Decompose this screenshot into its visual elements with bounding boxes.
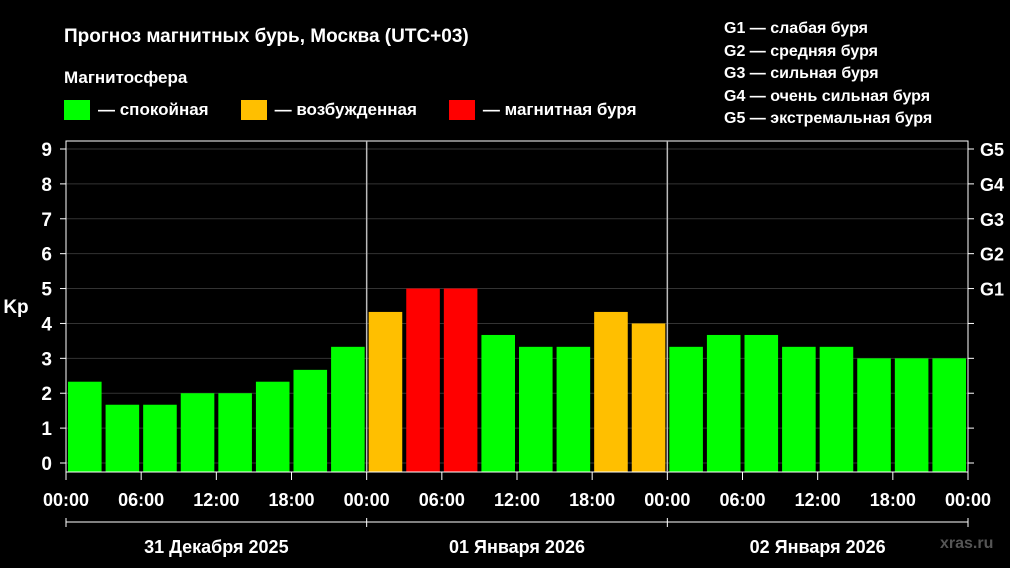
y-tick-label-4: 4 (41, 314, 52, 335)
bar-4 (218, 393, 252, 472)
storm-class-legend: G1 — слабая буря G2 — средняя буря G3 — … (724, 18, 932, 131)
g4-legend-entry: G4 — очень сильная буря (724, 87, 931, 105)
g2-legend-entry: G2 — средняя буря (724, 42, 878, 60)
x-tick-label-9: 06:00 (719, 490, 765, 510)
x-tick-label-5: 06:00 (419, 490, 465, 510)
x-tick-label-10: 12:00 (795, 490, 841, 510)
day-label-1: 01 Января 2026 (449, 537, 585, 557)
g-label-G2: G2 (980, 245, 1004, 265)
bar-23 (932, 358, 966, 472)
y-tick-label-5: 5 (41, 280, 52, 301)
bar-14 (594, 311, 628, 472)
g-label-G1: G1 (980, 280, 1004, 300)
bar-20 (819, 346, 854, 472)
watermark: xras.ru (940, 535, 994, 552)
legend-storm-label: — магнитная буря (482, 100, 637, 119)
y-tick-label-2: 2 (41, 384, 52, 405)
magnetosphere-label: Магнитосфера (64, 68, 188, 87)
bar-2 (143, 404, 177, 472)
y-tick-label-0: 0 (41, 454, 52, 475)
x-tick-label-1: 06:00 (118, 490, 164, 510)
day-label-2: 02 Января 2026 (750, 537, 886, 557)
x-tick-label-6: 12:00 (494, 490, 540, 510)
page-title: Прогноз магнитных бурь, Москва (UTC+03) (64, 26, 469, 47)
g-label-G4: G4 (980, 175, 1004, 195)
y-tick-label-9: 9 (41, 140, 52, 161)
legend-calm-label: — спокойная (98, 100, 209, 119)
g1-legend-entry: G1 — слабая буря (724, 20, 869, 37)
g5-legend-entry: G5 — экстремальная буря (724, 110, 933, 127)
bar-11 (481, 334, 515, 472)
legend-calm: — спокойная (64, 100, 209, 120)
legend-calm-swatch (64, 100, 90, 120)
bar-19 (782, 346, 816, 472)
bar-9 (406, 288, 440, 472)
bar-10 (443, 288, 478, 472)
x-tick-label-3: 18:00 (268, 490, 314, 510)
g3-legend-entry: G3 — сильная буря (724, 65, 879, 82)
bar-8 (368, 311, 403, 472)
bar-17 (706, 334, 741, 472)
x-tick-label-12: 00:00 (945, 490, 991, 510)
x-tick-label-7: 18:00 (569, 490, 615, 510)
legend-storm-swatch (448, 100, 475, 120)
legend-excited-swatch (240, 100, 267, 120)
bar-6 (293, 369, 328, 472)
bar-22 (894, 358, 929, 472)
bar-15 (631, 323, 666, 472)
bar-3 (180, 393, 215, 472)
x-tick-label-0: 00:00 (43, 490, 89, 510)
legend-excited: — возбужденная (240, 100, 417, 120)
bar-18 (744, 334, 779, 472)
y-axis-label: Kp (3, 297, 28, 318)
g-label-G3: G3 (980, 210, 1004, 230)
bar-13 (556, 346, 591, 472)
y-tick-label-6: 6 (41, 245, 52, 266)
y-tick-label-8: 8 (41, 175, 52, 196)
bar-16 (669, 346, 703, 472)
x-tick-label-8: 00:00 (644, 490, 690, 510)
day-label-0: 31 Декабря 2025 (144, 537, 289, 557)
g-label-G5: G5 (980, 140, 1004, 160)
bar-5 (255, 381, 290, 472)
x-tick-label-4: 00:00 (344, 490, 390, 510)
x-tick-label-11: 18:00 (870, 490, 916, 510)
level-legend: — спокойная — возбужденная — магнитная б… (64, 100, 669, 120)
legend-storm: — магнитная буря (448, 100, 637, 120)
bar-7 (331, 346, 365, 472)
legend-excited-label: — возбужденная (274, 100, 417, 119)
y-tick-label-3: 3 (41, 349, 52, 370)
y-tick-label-1: 1 (41, 419, 52, 440)
y-tick-label-7: 7 (41, 210, 52, 231)
bar-12 (519, 346, 553, 472)
bar-0 (68, 381, 102, 472)
bar-21 (857, 358, 891, 472)
bar-1 (105, 404, 140, 472)
x-tick-label-2: 12:00 (193, 490, 239, 510)
